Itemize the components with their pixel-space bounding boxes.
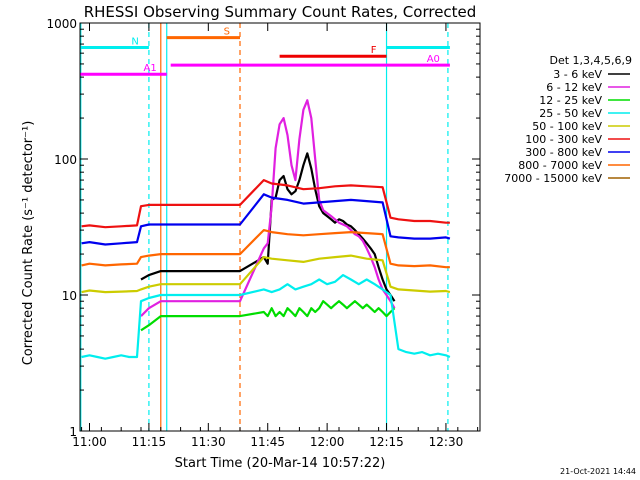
chart-title: RHESSI Observing Summary Count Rates, Co… — [84, 3, 477, 21]
series-line-0 — [140, 152, 396, 302]
y-tick-label-3: 1000 — [46, 17, 77, 31]
x-tick-label-2: 11:30 — [191, 435, 226, 449]
series-line-4 — [81, 254, 451, 294]
x-tick-label-5: 12:15 — [369, 435, 404, 449]
x-tick-label-6: 12:30 — [429, 435, 464, 449]
y-tick-label-0: 1 — [69, 425, 77, 439]
axes-layer: 11:00 11:15 11:30 11:45 12:00 12:15 12:30 1 10 10… — [46, 17, 480, 449]
x-tick-label-4: 12:00 — [310, 435, 345, 449]
legend-header: Det 1,3,4,5,6,9 — [549, 54, 632, 67]
attenuator-bars-layer: A0 A1 F S N — [80, 27, 450, 76]
state-bar-label-2: F — [371, 45, 377, 56]
y-axis-label: Corrected Count Rate (s⁻¹ detector⁻¹) — [21, 121, 36, 366]
timestamp: 21-Oct-2021 14:44 — [560, 467, 636, 476]
state-bar-label-1: A1 — [144, 63, 157, 74]
x-tick-label-1: 11:15 — [132, 435, 167, 449]
legend-label-4: 50 - 100 keV — [532, 120, 602, 133]
legend-label-7: 800 - 7000 keV — [518, 159, 602, 172]
state-bar-label-3: S — [224, 27, 230, 38]
y-tick-label-2: 100 — [54, 153, 77, 167]
legend-label-6: 300 - 800 keV — [525, 146, 602, 159]
legend-label-0: 3 - 6 keV — [553, 68, 602, 81]
x-tick-label-0: 11:00 — [72, 435, 107, 449]
x-tick-label-3: 11:45 — [250, 435, 285, 449]
series-line-5 — [81, 179, 450, 229]
legend-label-3: 25 - 50 keV — [539, 107, 602, 120]
series-line-6 — [81, 193, 451, 246]
plot-lines — [80, 23, 449, 431]
state-bar-label-4: N — [131, 37, 138, 48]
series-line-2 — [140, 300, 396, 332]
legend-label-5: 100 - 300 keV — [525, 133, 602, 146]
legend-label-8: 7000 - 15000 keV — [504, 172, 602, 185]
series-line-7 — [81, 229, 450, 269]
series-line-3 — [81, 274, 451, 360]
state-bar-label-0: A0 — [427, 54, 440, 65]
legend-label-2: 12 - 25 keV — [539, 94, 602, 107]
series-layer — [81, 99, 451, 360]
y-tick-label-1: 10 — [62, 289, 77, 303]
x-axis-label: Start Time (20-Mar-14 10:57:22) — [175, 456, 386, 471]
legend-label-1: 6 - 12 keV — [546, 81, 602, 94]
